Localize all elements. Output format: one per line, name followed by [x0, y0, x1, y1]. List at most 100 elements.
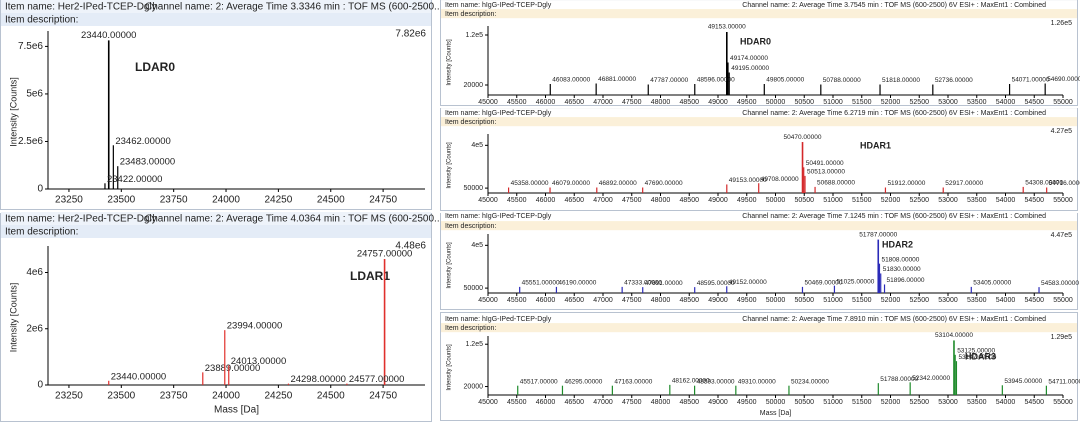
x-tick-label: 23250	[55, 391, 83, 402]
channel-name: Channel name: 2: Average Time 3.3346 min…	[145, 2, 442, 13]
panel	[0, 213, 432, 422]
y-axis-label: Intensity [Counts]	[8, 77, 18, 147]
peak-label: 53945.00000	[1004, 378, 1042, 385]
spectrum-title: HDAR2	[882, 239, 913, 249]
peak-label: 47333.00000	[624, 280, 662, 287]
x-tick-label: 46500	[565, 99, 585, 106]
x-tick-label: 52500	[910, 399, 930, 406]
spectrum-title: LDAR0	[135, 60, 175, 74]
x-tick-label: 54500	[1025, 197, 1045, 204]
y-axis-label: Intensity [Counts]	[447, 242, 453, 289]
peak-label: 46190.00000	[558, 280, 596, 287]
peak-label: 45358.00000	[511, 180, 549, 187]
header-row	[441, 221, 1077, 231]
x-tick-label: 48500	[680, 399, 700, 406]
x-tick-label: 47000	[593, 197, 613, 204]
peak-label: 54711.00000	[1048, 378, 1080, 385]
x-tick-label: 46000	[536, 99, 556, 106]
y-tick-label: 4e6	[26, 267, 43, 278]
x-tick-label: 49000	[708, 197, 728, 204]
max-intensity: 4.47e5	[1051, 232, 1073, 239]
x-tick-label: 53000	[938, 399, 958, 406]
x-tick-label: 46000	[536, 297, 556, 304]
x-tick-label: 51000	[823, 99, 843, 106]
x-tick-label: 46000	[536, 399, 556, 406]
peak-label: 50688.00000	[817, 180, 855, 187]
x-tick-label: 51500	[852, 99, 872, 106]
x-tick-label: 24000	[212, 195, 240, 206]
peak-label: 48596.00000	[697, 77, 735, 84]
x-tick-label: 54000	[996, 297, 1016, 304]
peak-label: 51818.00000	[882, 77, 920, 84]
max-intensity: 7.82e6	[395, 29, 426, 40]
peak-label: 50234.00000	[791, 378, 829, 385]
peak-label: 24577.00000	[349, 374, 404, 385]
y-tick-label: 5e6	[26, 89, 43, 100]
x-tick-label: 51000	[823, 399, 843, 406]
peak-label: 53147.00000	[958, 354, 996, 361]
x-tick-label: 51500	[852, 297, 872, 304]
item-name: Item name: hIgG-IPed-TCEP-Dgly	[445, 213, 552, 220]
header-row	[441, 323, 1077, 333]
y-tick-label: 2.5e6	[18, 136, 43, 147]
y-tick-label: 7.5e6	[18, 41, 43, 52]
x-tick-label: 51000	[823, 197, 843, 204]
header-row	[441, 314, 1077, 324]
y-tick-label: 1.2e5	[465, 341, 483, 348]
x-tick-label: 54000	[996, 197, 1016, 204]
x-tick-label: 55000	[1053, 99, 1073, 106]
x-tick-label: 48500	[680, 99, 700, 106]
peak-label: 54071.00000	[1012, 77, 1050, 84]
x-tick-label: 45500	[507, 297, 527, 304]
x-tick-label: 50000	[766, 197, 786, 204]
x-tick-label: 55000	[1053, 297, 1073, 304]
x-tick-label: 53000	[938, 297, 958, 304]
peak-label: 46295.00000	[564, 378, 602, 385]
x-tick-label: 50000	[766, 399, 786, 406]
peak-label: 23994.00000	[227, 321, 282, 332]
peak-label: 50469.00000	[804, 280, 842, 287]
x-tick-label: 23750	[160, 391, 188, 402]
peak-label: 53405.00000	[973, 280, 1011, 287]
x-tick-label: 55000	[1053, 197, 1073, 204]
x-axis-label: Mass [Da]	[760, 410, 792, 417]
x-tick-label: 49500	[737, 297, 757, 304]
x-tick-label: 23750	[160, 195, 188, 206]
peak-label: 49152.00000	[729, 279, 767, 286]
x-tick-label: 51500	[852, 399, 872, 406]
peak-label: 23440.00000	[81, 30, 136, 41]
x-tick-label: 55000	[1053, 399, 1073, 406]
x-tick-label: 46500	[565, 399, 585, 406]
x-tick-label: 23500	[107, 391, 135, 402]
x-tick-label: 53500	[967, 297, 987, 304]
channel-name: Channel name: 2: Average Time 3.7545 min…	[742, 2, 1046, 9]
x-tick-label: 46000	[536, 197, 556, 204]
y-tick-label: 4e5	[471, 142, 483, 149]
peak-label: 49153.00000	[729, 177, 767, 184]
spectrum-title: HDAR3	[965, 351, 996, 361]
peak-label: 49805.00000	[766, 77, 804, 84]
peak-label: 54716.00000	[1049, 180, 1080, 187]
peak-label: 50788.00000	[823, 77, 861, 84]
y-axis-label: Intensity [Counts]	[447, 39, 453, 86]
max-intensity: 4.27e5	[1051, 128, 1073, 135]
panel	[0, 0, 432, 210]
y-tick-label: 0	[37, 184, 43, 195]
peak-label: 50491.00000	[806, 160, 844, 167]
header-row	[1, 225, 431, 238]
peak-label: 48593.00000	[697, 378, 735, 385]
item-name: Item name: hIgG-IPed-TCEP-Dgly	[445, 110, 552, 117]
x-tick-label: 47500	[622, 297, 642, 304]
x-tick-label: 45000	[478, 197, 498, 204]
x-tick-label: 47000	[593, 297, 613, 304]
x-tick-label: 51500	[852, 197, 872, 204]
channel-name: Channel name: 2: Average Time 4.0364 min…	[145, 214, 442, 225]
peak-label: 54690.00000	[1047, 76, 1080, 83]
channel-name: Channel name: 2: Average Time 7.1245 min…	[742, 213, 1046, 220]
x-tick-label: 53500	[967, 399, 987, 406]
peak-label: 23483.00000	[120, 157, 175, 168]
x-tick-label: 45000	[478, 99, 498, 106]
x-tick-label: 50000	[766, 99, 786, 106]
y-axis-label: Intensity [Counts]	[447, 344, 453, 391]
